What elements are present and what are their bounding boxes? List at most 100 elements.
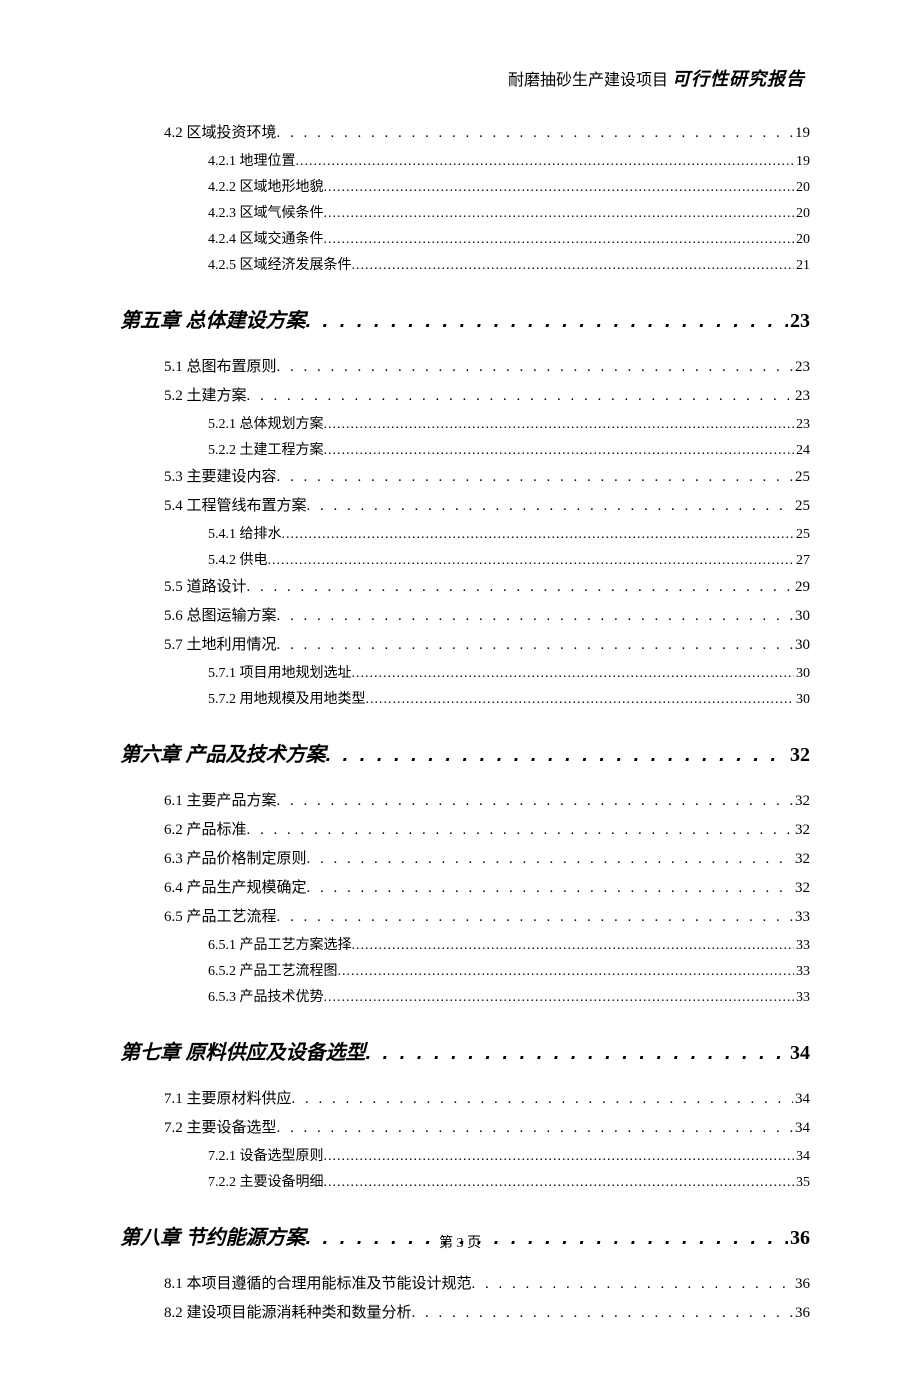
toc-leader-dots: . . . . . . . . . . . . . . . . . . . . …	[277, 637, 793, 654]
toc-section: 6.2 产品标准. . . . . . . . . . . . . . . . …	[164, 818, 810, 839]
toc-page-number: 29	[793, 579, 810, 596]
toc-section: 5.1 总图布置原则. . . . . . . . . . . . . . . …	[164, 355, 810, 376]
toc-label: 5.2 土建方案	[164, 384, 247, 405]
toc-subsection: 4.2.5 区域经济发展条件..........................…	[208, 254, 810, 274]
toc-label: 7.2.1 设备选型原则	[208, 1145, 324, 1165]
toc-subsection: 6.5.1 产品工艺方案选择..........................…	[208, 934, 810, 954]
toc-page-number: 36	[793, 1305, 810, 1322]
toc-label: 5.7.1 项目用地规划选址	[208, 662, 352, 682]
toc-page-number: 34	[793, 1091, 810, 1108]
toc-page-number: 23	[793, 359, 810, 376]
toc-leader-dots: ........................................…	[324, 1149, 795, 1165]
toc-leader-dots: ........................................…	[324, 990, 795, 1006]
toc-page-number: 34	[788, 1042, 810, 1065]
toc-leader-dots: . . . . . . . . . . . . . . . . . . . . …	[307, 851, 793, 868]
toc-subsection: 6.5.2 产品工艺流程图...........................…	[208, 960, 810, 980]
toc-subsection: 6.5.3 产品技术优势............................…	[208, 986, 810, 1006]
toc-page-number: 32	[793, 851, 810, 868]
toc-label: 6.2 产品标准	[164, 818, 247, 839]
toc-page-number: 30	[793, 608, 810, 625]
toc-label: 5.7.2 用地规模及用地类型	[208, 688, 366, 708]
toc-leader-dots: ........................................…	[324, 443, 795, 459]
toc-section: 7.2 主要设备选型. . . . . . . . . . . . . . . …	[164, 1116, 810, 1137]
toc-page-number: 19	[793, 125, 810, 142]
toc-section: 5.6 总图运输方案. . . . . . . . . . . . . . . …	[164, 604, 810, 625]
toc-label: 第七章 原料供应及设备选型	[120, 1036, 366, 1065]
page-footer: 第 3 页	[0, 1232, 920, 1252]
toc-leader-dots: . . . . . . . . . . . . . . . . . . . . …	[292, 1091, 793, 1108]
toc-label: 8.2 建设项目能源消耗种类和数量分析	[164, 1301, 412, 1322]
toc-section: 5.2 土建方案. . . . . . . . . . . . . . . . …	[164, 384, 810, 405]
page-header: 耐磨抽砂生产建设项目 可行性研究报告	[120, 65, 810, 91]
toc-section: 5.4 工程管线布置方案. . . . . . . . . . . . . . …	[164, 494, 810, 515]
toc-leader-dots: ........................................…	[324, 206, 795, 222]
toc-page-number: 23	[788, 310, 810, 333]
toc-section: 5.3 主要建设内容. . . . . . . . . . . . . . . …	[164, 465, 810, 486]
toc-label: 6.5.1 产品工艺方案选择	[208, 934, 352, 954]
toc-leader-dots: ........................................…	[352, 258, 795, 274]
toc-leader-dots: . . . . . . . . . . . . . . . . . . . . …	[277, 469, 793, 486]
toc-page-number: 32	[793, 793, 810, 810]
toc-section: 8.2 建设项目能源消耗种类和数量分析. . . . . . . . . . .…	[164, 1301, 810, 1322]
toc-page-number: 34	[794, 1149, 810, 1165]
toc-page-number: 23	[793, 388, 810, 405]
toc-label: 5.7 土地利用情况	[164, 633, 277, 654]
toc-subsection: 4.2.2 区域地形地貌............................…	[208, 176, 810, 196]
toc-label: 第六章 产品及技术方案	[120, 738, 326, 767]
toc-label: 5.2.1 总体规划方案	[208, 413, 324, 433]
toc-page-number: 24	[794, 443, 810, 459]
toc-label: 5.5 道路设计	[164, 575, 247, 596]
toc-chapter: 第七章 原料供应及设备选型. . . . . . . . . . . . . .…	[120, 1036, 810, 1065]
toc-label: 6.1 主要产品方案	[164, 789, 277, 810]
toc-subsection: 5.7.1 项目用地规划选址..........................…	[208, 662, 810, 682]
toc-label: 7.2 主要设备选型	[164, 1116, 277, 1137]
toc-leader-dots: . . . . . . . . . . . . . . . . . . . . …	[247, 579, 793, 596]
toc-subsection: 4.2.1 地理位置..............................…	[208, 150, 810, 170]
toc-page-number: 20	[794, 206, 810, 222]
toc-page-number: 21	[794, 258, 810, 274]
toc-leader-dots: ........................................…	[282, 527, 795, 543]
toc-subsection: 5.4.2 供电................................…	[208, 549, 810, 569]
toc-leader-dots: . . . . . . . . . . . . . . . . . . . . …	[277, 909, 793, 926]
toc-leader-dots: ........................................…	[324, 1175, 795, 1191]
toc-page-number: 35	[794, 1175, 810, 1191]
toc-subsection: 4.2.4 区域交通条件............................…	[208, 228, 810, 248]
toc-section: 4.2 区域投资环境. . . . . . . . . . . . . . . …	[164, 121, 810, 142]
toc-page-number: 33	[794, 938, 810, 954]
toc-page-number: 30	[793, 637, 810, 654]
toc-label: 4.2.5 区域经济发展条件	[208, 254, 352, 274]
toc-label: 5.2.2 土建工程方案	[208, 439, 324, 459]
toc-page-number: 36	[793, 1276, 810, 1293]
table-of-contents: 4.2 区域投资环境. . . . . . . . . . . . . . . …	[120, 121, 810, 1322]
toc-leader-dots: . . . . . . . . . . . . . . . . . . . . …	[247, 822, 793, 839]
toc-label: 6.5 产品工艺流程	[164, 905, 277, 926]
toc-page-number: 25	[793, 469, 810, 486]
toc-label: 8.1 本项目遵循的合理用能标准及节能设计规范	[164, 1272, 472, 1293]
toc-section: 6.3 产品价格制定原则. . . . . . . . . . . . . . …	[164, 847, 810, 868]
toc-leader-dots: ........................................…	[352, 666, 795, 682]
toc-chapter: 第六章 产品及技术方案. . . . . . . . . . . . . . .…	[120, 738, 810, 767]
toc-label: 7.2.2 主要设备明细	[208, 1171, 324, 1191]
toc-label: 4.2.2 区域地形地貌	[208, 176, 324, 196]
toc-leader-dots: . . . . . . . . . . . . . . . . . . . . …	[277, 608, 793, 625]
toc-label: 5.4 工程管线布置方案	[164, 494, 307, 515]
toc-leader-dots: ........................................…	[296, 154, 795, 170]
toc-label: 4.2.3 区域气候条件	[208, 202, 324, 222]
toc-leader-dots: . . . . . . . . . . . . . . . . . . . . …	[247, 388, 793, 405]
toc-label: 5.6 总图运输方案	[164, 604, 277, 625]
toc-label: 4.2.1 地理位置	[208, 150, 296, 170]
toc-section: 6.4 产品生产规模确定. . . . . . . . . . . . . . …	[164, 876, 810, 897]
toc-page-number: 32	[793, 880, 810, 897]
toc-page-number: 33	[794, 990, 810, 1006]
toc-leader-dots: ........................................…	[352, 938, 795, 954]
toc-label: 7.1 主要原材料供应	[164, 1087, 292, 1108]
toc-label: 6.5.3 产品技术优势	[208, 986, 324, 1006]
toc-subsection: 7.2.1 设备选型原则............................…	[208, 1145, 810, 1165]
page-number: 第 3 页	[439, 1236, 481, 1251]
toc-leader-dots: . . . . . . . . . . . . . . . . . . . . …	[412, 1305, 793, 1322]
toc-subsection: 5.2.1 总体规划方案............................…	[208, 413, 810, 433]
toc-label: 6.5.2 产品工艺流程图	[208, 960, 338, 980]
toc-label: 6.4 产品生产规模确定	[164, 876, 307, 897]
toc-section: 7.1 主要原材料供应. . . . . . . . . . . . . . .…	[164, 1087, 810, 1108]
toc-subsection: 5.7.2 用地规模及用地类型.........................…	[208, 688, 810, 708]
